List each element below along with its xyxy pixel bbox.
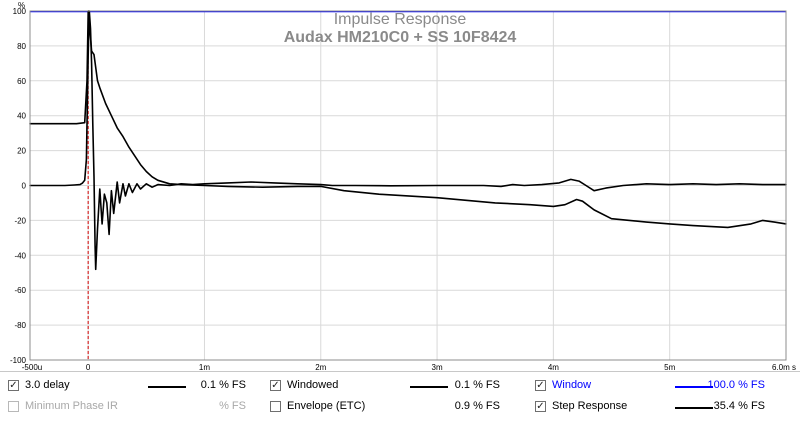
y-tick-label: 80 — [17, 42, 26, 51]
y-tick-label: -20 — [14, 216, 26, 225]
legend-item-delay[interactable]: ✓ 3.0 delay 0.1 % FS — [8, 377, 258, 395]
legend-value-window: 100.0 % FS — [707, 379, 765, 391]
y-tick-label: 20 — [17, 147, 26, 156]
windowed-line-swatch — [410, 386, 448, 388]
legend-label-step-response: Step Response — [552, 400, 628, 412]
legend-value-delay: 0.1 % FS — [200, 379, 246, 391]
x-tick-label: -500u — [22, 363, 42, 372]
plot-frame — [29, 10, 787, 361]
legend-item-window[interactable]: ✓ Window 100.0 % FS — [535, 377, 785, 395]
minimum-phase-checkbox — [8, 401, 19, 412]
x-tick-label: 6.0m s — [772, 363, 796, 372]
legend-value-envelope: 0.9 % FS — [454, 400, 500, 412]
y-tick-label: 0 — [22, 182, 27, 191]
chart-subtitle: Audax HM210C0 + SS 10F8424 — [284, 29, 517, 46]
legend-item-envelope[interactable]: Envelope (ETC) 0.9 % FS — [270, 398, 520, 416]
x-tick-label: 3m — [432, 363, 443, 372]
axis-labels: -500u 0 1m 2m 3m 4m 5m 6.0m s 100 80 60 40 20 0 -20 -40… — [10, 7, 796, 372]
y-tick-label: 100 — [13, 7, 27, 16]
impulse-response-chart: -500u 0 1m 2m 3m 4m 5m 6.0m s 100 80 60 40 20 0 -20 -40… — [10, 1, 796, 372]
legend-label-windowed: Windowed — [287, 379, 339, 391]
y-tick-label: 40 — [17, 112, 26, 121]
x-tick-label: 2m — [315, 363, 326, 372]
delay-line-swatch — [148, 386, 186, 388]
y-unit-label: % — [18, 1, 25, 10]
legend-label-envelope: Envelope (ETC) — [287, 400, 366, 412]
step-response-checkbox[interactable]: ✓ — [535, 401, 546, 412]
legend-panel: ✓ 3.0 delay 0.1 % FS ✓ Windowed 0.1 % FS… — [0, 371, 800, 421]
y-tick-label: -60 — [14, 286, 26, 295]
x-tick-label: 5m — [664, 363, 675, 372]
legend-item-minimum-phase: Minimum Phase IR % FS — [8, 398, 258, 416]
legend-value-minimum-phase: % FS — [219, 400, 246, 412]
legend-item-windowed[interactable]: ✓ Windowed 0.1 % FS — [270, 377, 520, 395]
window-checkbox[interactable]: ✓ — [535, 380, 546, 391]
windowed-checkbox[interactable]: ✓ — [270, 380, 281, 391]
legend-label-minimum-phase: Minimum Phase IR — [25, 400, 118, 412]
legend-value-windowed: 0.1 % FS — [454, 379, 500, 391]
delay-checkbox[interactable]: ✓ — [8, 380, 19, 391]
legend-item-step-response[interactable]: ✓ Step Response 35.4 % FS — [535, 398, 785, 416]
step-response-line-swatch — [675, 407, 713, 409]
legend-value-step-response: 35.4 % FS — [713, 400, 765, 412]
step-response-line — [29, 10, 787, 229]
x-tick-label: 1m — [199, 363, 210, 372]
y-tick-label: -100 — [10, 356, 27, 365]
impulse-response-line — [29, 10, 787, 271]
y-tick-label: 60 — [17, 77, 26, 86]
x-tick-label: 0 — [86, 363, 91, 372]
chart-title: Impulse Response — [334, 11, 467, 28]
legend-label-window: Window — [552, 379, 592, 391]
x-tick-label: 4m — [548, 363, 559, 372]
envelope-checkbox[interactable] — [270, 401, 281, 412]
window-line-swatch — [675, 386, 713, 388]
y-tick-label: -80 — [14, 321, 26, 330]
legend-label-delay: 3.0 delay — [25, 379, 70, 391]
y-tick-label: -40 — [14, 251, 26, 260]
